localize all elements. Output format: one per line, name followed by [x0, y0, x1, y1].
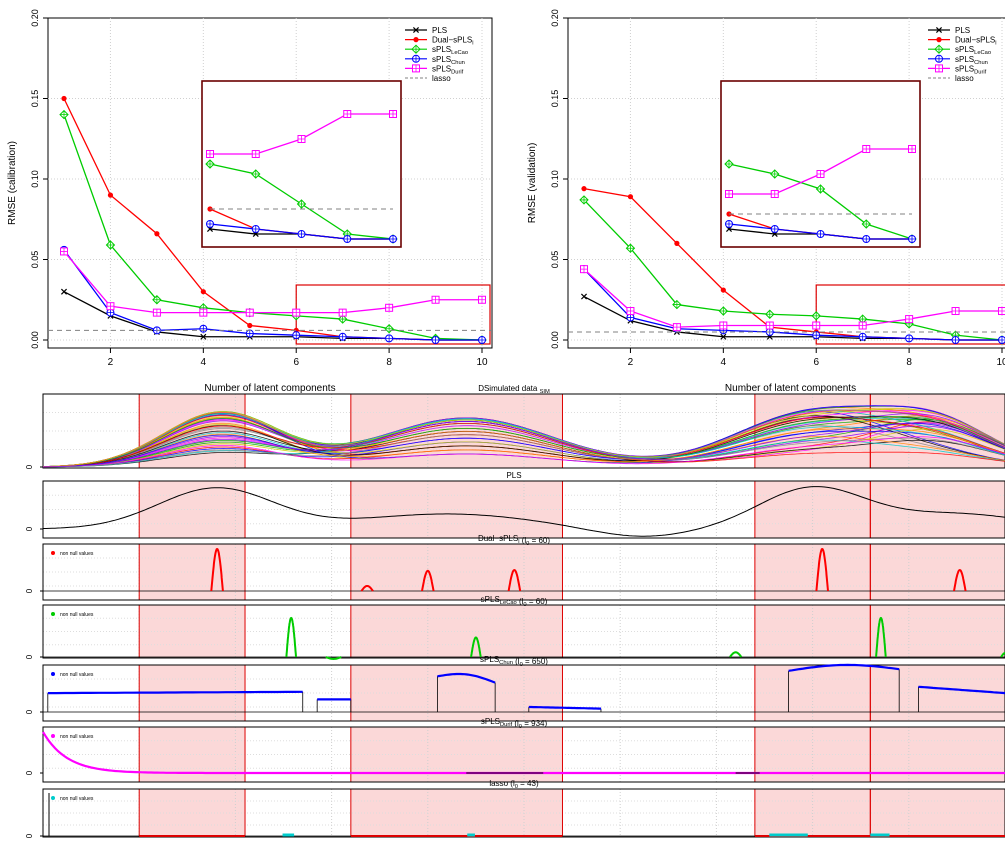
- calibration-point-dual-spls: [201, 289, 206, 294]
- panel-title: lasso (l0 = 43): [489, 779, 539, 790]
- calibration-ylabel: RMSE (calibration): [7, 141, 18, 225]
- calibration-legend-label-lasso: lasso: [432, 74, 451, 83]
- calibration-ytick-label: 0.00: [30, 331, 40, 349]
- validation-legend-marker-dual-spls: [936, 37, 941, 42]
- panel-title: DSimulated data SIM: [478, 384, 550, 395]
- validation-legend-label-pls: PLS: [955, 26, 970, 35]
- calibration-series-spls-durif: [64, 251, 482, 312]
- calibration-point-dual-spls: [154, 231, 159, 236]
- panel-legend-label: non null values: [60, 672, 94, 678]
- panel-legend-marker: [51, 672, 55, 676]
- validation-xtick-label: 8: [906, 357, 912, 368]
- panel-legend-marker: [51, 734, 55, 738]
- panel-ytick-label: 0: [25, 833, 34, 838]
- calibration-point-dual-spls: [61, 96, 66, 101]
- validation-point-pls: [581, 294, 586, 299]
- calibration-xtick-label: 10: [476, 357, 488, 368]
- panel-ytick-label: 0: [25, 654, 34, 659]
- panel-legend-marker: [51, 796, 55, 800]
- calibration-series-pls: [64, 292, 482, 340]
- validation-inset-frame: [721, 81, 920, 247]
- calibration-ytick-label: 0.15: [30, 90, 40, 108]
- calibration-xtick-label: 8: [386, 357, 392, 368]
- calibration-ytick-label: 0.05: [30, 251, 40, 269]
- calibration-xlabel: Number of latent components: [204, 383, 335, 394]
- validation-point-dual-spls: [581, 186, 586, 191]
- calibration-legend-marker-dual-spls: [413, 37, 418, 42]
- panel-ytick-label: 0: [25, 770, 34, 775]
- validation-ytick-label: 0.15: [550, 90, 560, 108]
- validation-point-dual-spls: [628, 194, 633, 199]
- panel-legend-label: non null values: [60, 612, 94, 618]
- validation-xtick-label: 6: [813, 357, 819, 368]
- panel-legend-label: non null values: [60, 734, 94, 740]
- calibration-xtick-label: 6: [293, 357, 299, 368]
- validation-ytick-label: 0.10: [550, 170, 560, 188]
- validation-point-dual-spls: [674, 241, 679, 246]
- panel-ytick-label: 0: [25, 526, 34, 531]
- panel-ytick-label: 0: [25, 709, 34, 714]
- validation-rmse-chart: 2 4 6 8 10 0.00 0.05 0.10 0.15 0.20 Number of late…: [527, 9, 1005, 394]
- calibration-xtick-label: 4: [201, 357, 207, 368]
- calibration-xtick-label: 2: [108, 357, 114, 368]
- validation-xtick-label: 2: [628, 357, 634, 368]
- calibration-point-dual-spls: [247, 323, 252, 328]
- spls-chun-segment: [48, 692, 303, 693]
- panel-title: PLS: [506, 471, 521, 480]
- validation-ytick-label: 0.05: [550, 251, 560, 269]
- panel-legend-label: non null values: [60, 796, 94, 802]
- panel-legend-marker: [51, 612, 55, 616]
- validation-xtick-label: 10: [996, 357, 1005, 368]
- calibration-rmse-chart: 2 4 6 8 10 0.00 0.05 0.10 0.15 0.20 Number of late…: [7, 9, 492, 394]
- panel-ytick-label: 0: [25, 464, 34, 469]
- validation-point-dual-spls: [721, 287, 726, 292]
- calibration-point-pls: [61, 289, 66, 294]
- validation-ylabel: RMSE (validation): [527, 143, 538, 224]
- spls-lecao-spike: [730, 652, 742, 657]
- validation-ytick-label: 0.00: [550, 331, 560, 349]
- calibration-zoom-region: [296, 285, 490, 344]
- calibration-inset-frame: [202, 81, 401, 247]
- calibration-ytick-label: 0.20: [30, 9, 40, 27]
- calibration-legend: PLSDual−sPLSlsPLSLeCaosPLSChunsPLSDurifl…: [405, 26, 474, 83]
- panel-legend-label: non null values: [60, 551, 94, 557]
- validation-xlabel: Number of latent components: [725, 383, 856, 394]
- spls-lecao-spike: [286, 618, 296, 657]
- panel-ytick-label: 0: [25, 588, 34, 593]
- validation-series-spls-durif: [584, 269, 1002, 327]
- validation-ytick-label: 0.20: [550, 9, 560, 27]
- validation-xtick-label: 4: [721, 357, 727, 368]
- calibration-point-dual-spls: [108, 193, 113, 198]
- panel-legend-marker: [51, 551, 55, 555]
- calibration-ytick-label: 0.10: [30, 170, 40, 188]
- validation-legend: PLSDual−sPLSlsPLSLeCaosPLSChunsPLSDurifl…: [928, 26, 997, 83]
- validation-legend-label-lasso: lasso: [955, 74, 974, 83]
- calibration-legend-label-pls: PLS: [432, 26, 447, 35]
